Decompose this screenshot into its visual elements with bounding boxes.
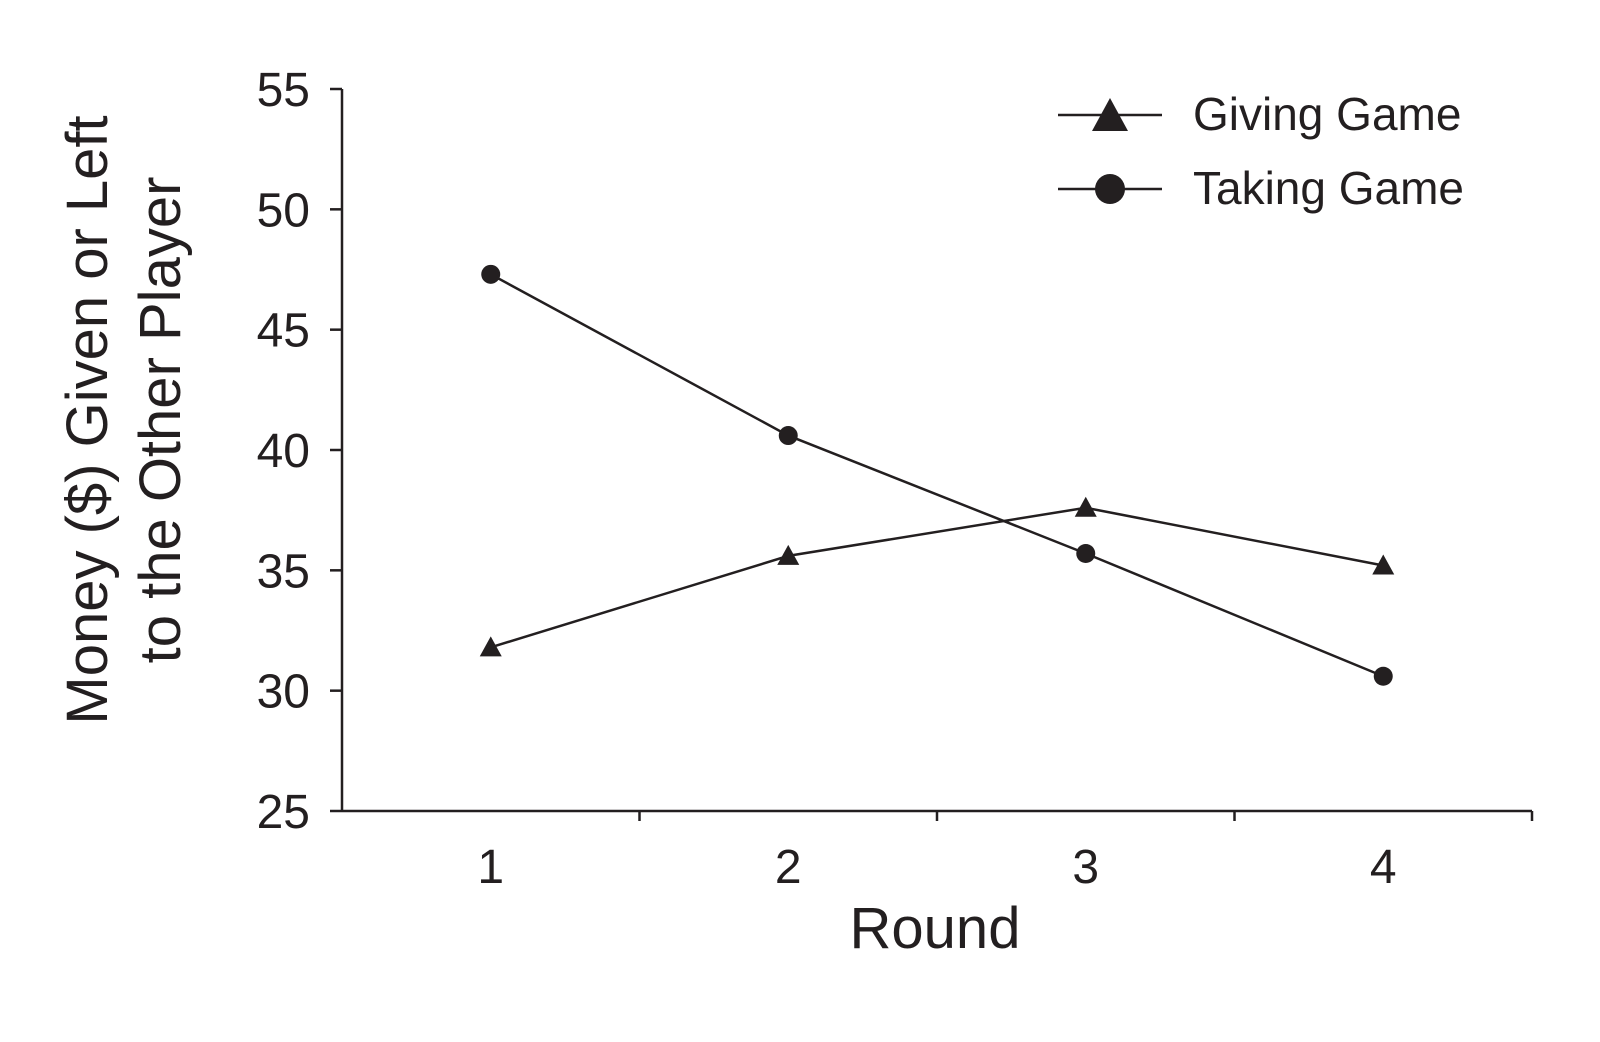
data-point-circle bbox=[1076, 543, 1096, 563]
data-point-triangle bbox=[479, 636, 502, 657]
y-axis-title: Money ($) Given or Left to the Other Pla… bbox=[55, 115, 193, 724]
data-point-triangle bbox=[1074, 496, 1097, 517]
legend-circle-marker-icon bbox=[1095, 174, 1125, 204]
y-tick-label: 40 bbox=[257, 425, 310, 478]
x-tick-label: 3 bbox=[1072, 841, 1099, 894]
series-layer bbox=[479, 264, 1395, 686]
data-point-circle bbox=[778, 426, 798, 446]
series-giving-game bbox=[479, 496, 1395, 657]
y-tick-label: 35 bbox=[257, 545, 310, 598]
data-point-triangle bbox=[1372, 554, 1395, 575]
legend-label-giving: Giving Game bbox=[1193, 88, 1461, 140]
y-axis-title-line-2: to the Other Player bbox=[128, 177, 193, 664]
legend-item-taking: Taking Game bbox=[1058, 162, 1464, 214]
data-point-circle bbox=[1373, 666, 1393, 686]
x-axis-ticks: 1 2 3 4 bbox=[477, 811, 1534, 894]
data-point-triangle bbox=[777, 544, 800, 565]
series-line-giving-game bbox=[490, 506, 1384, 649]
legend-item-giving: Giving Game bbox=[1058, 88, 1461, 140]
y-tick-label: 25 bbox=[257, 786, 310, 839]
series-line-taking-game bbox=[490, 273, 1384, 678]
legend: Giving Game Taking Game bbox=[1058, 88, 1464, 214]
x-tick-label: 2 bbox=[775, 841, 802, 894]
y-tick-label: 30 bbox=[257, 666, 310, 719]
x-tick-label: 4 bbox=[1370, 841, 1397, 894]
legend-label-taking: Taking Game bbox=[1193, 162, 1464, 214]
x-axis-title: Round bbox=[850, 896, 1021, 961]
legend-triangle-marker-icon bbox=[1092, 98, 1128, 131]
data-point-circle bbox=[481, 264, 501, 284]
y-tick-label: 45 bbox=[257, 305, 310, 358]
y-tick-label: 50 bbox=[257, 184, 310, 237]
series-taking-game bbox=[481, 264, 1393, 686]
y-tick-label: 55 bbox=[257, 64, 310, 117]
y-axis-ticks: 25 30 35 40 45 50 55 bbox=[257, 64, 342, 839]
x-tick-label: 1 bbox=[477, 841, 504, 894]
y-axis-title-line-1: Money ($) Given or Left bbox=[55, 115, 120, 724]
